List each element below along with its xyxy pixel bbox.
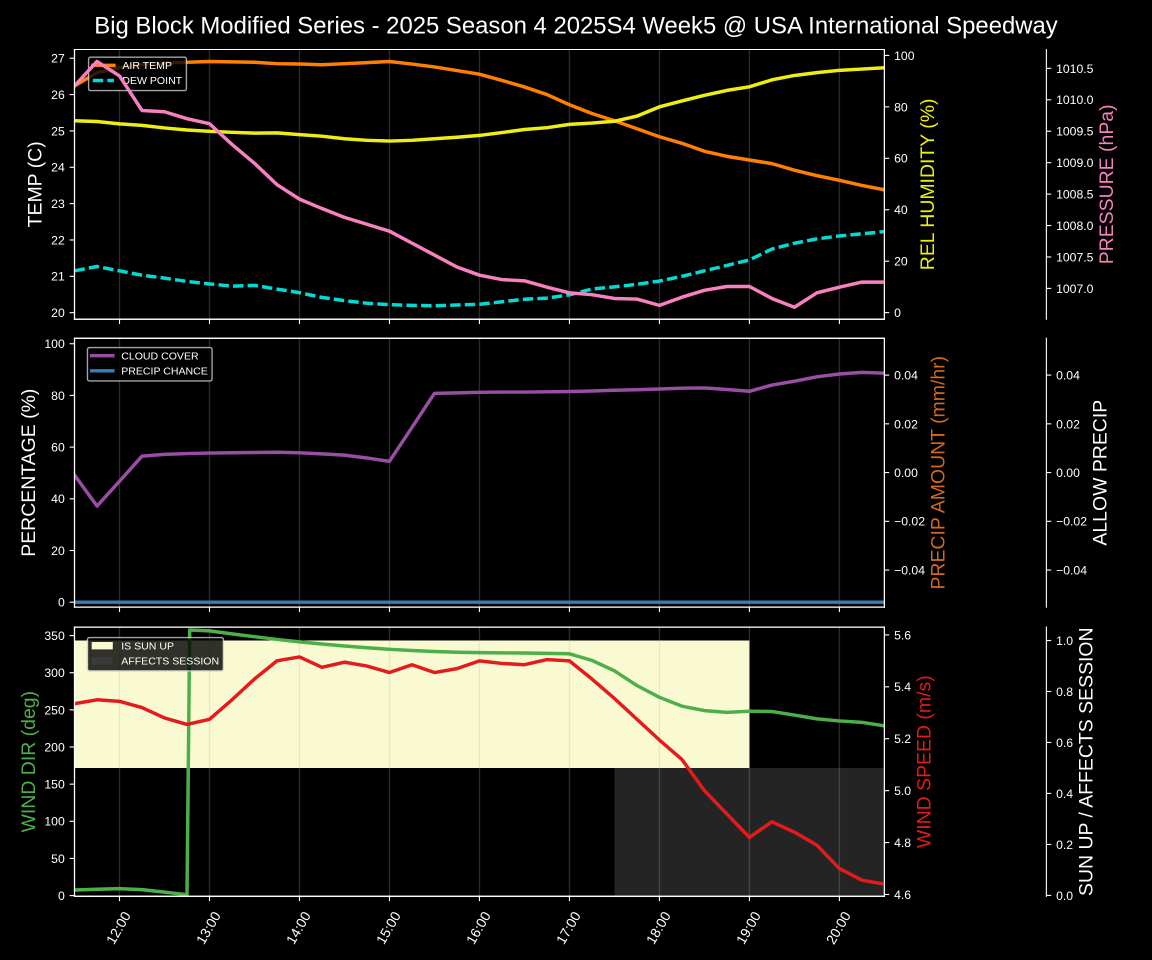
- svg-text:DEW POINT: DEW POINT: [122, 75, 182, 87]
- svg-text:SUN UP / AFFECTS SESSION: SUN UP / AFFECTS SESSION: [1076, 627, 1098, 896]
- svg-text:PRECIP AMOUNT (mm/hr): PRECIP AMOUNT (mm/hr): [928, 356, 950, 590]
- svg-text:PRESSURE (hPa): PRESSURE (hPa): [1096, 104, 1118, 264]
- svg-text:250: 250: [44, 703, 65, 717]
- svg-text:4.8: 4.8: [894, 836, 911, 850]
- svg-text:5.0: 5.0: [894, 784, 911, 798]
- svg-text:CLOUD COVER: CLOUD COVER: [121, 350, 199, 362]
- svg-text:0: 0: [58, 596, 65, 610]
- svg-text:PERCENTAGE (%): PERCENTAGE (%): [18, 389, 40, 557]
- svg-text:21: 21: [51, 270, 65, 284]
- svg-text:5.6: 5.6: [894, 628, 911, 642]
- svg-text:24: 24: [51, 161, 65, 175]
- svg-text:80: 80: [894, 100, 908, 114]
- svg-text:40: 40: [51, 492, 65, 506]
- svg-text:0.04: 0.04: [894, 369, 918, 383]
- svg-text:1010.0: 1010.0: [1056, 93, 1094, 107]
- svg-text:0.6: 0.6: [1056, 736, 1073, 750]
- svg-text:100: 100: [44, 815, 65, 829]
- svg-text:80: 80: [51, 389, 65, 403]
- svg-text:−0.04: −0.04: [894, 563, 925, 577]
- svg-text:AIR TEMP: AIR TEMP: [122, 60, 172, 72]
- svg-text:1007.5: 1007.5: [1056, 250, 1094, 264]
- svg-text:1.0: 1.0: [1056, 634, 1073, 648]
- svg-text:IS SUN UP: IS SUN UP: [121, 640, 174, 652]
- svg-text:0: 0: [58, 889, 65, 903]
- svg-text:0.02: 0.02: [894, 417, 918, 431]
- svg-text:−0.02: −0.02: [894, 515, 925, 529]
- svg-text:20: 20: [894, 255, 908, 269]
- svg-text:5.2: 5.2: [894, 732, 911, 746]
- svg-text:50: 50: [51, 852, 65, 866]
- svg-text:150: 150: [44, 778, 65, 792]
- svg-text:0.0: 0.0: [1056, 889, 1073, 903]
- svg-text:0.04: 0.04: [1056, 369, 1080, 383]
- svg-text:−0.02: −0.02: [1056, 515, 1087, 529]
- svg-text:300: 300: [44, 666, 65, 680]
- svg-text:26: 26: [51, 88, 65, 102]
- svg-text:27: 27: [51, 52, 65, 66]
- svg-text:0: 0: [894, 306, 901, 320]
- svg-text:0.00: 0.00: [894, 466, 918, 480]
- svg-text:WIND SPEED (m/s): WIND SPEED (m/s): [914, 675, 936, 848]
- svg-text:5.4: 5.4: [894, 680, 911, 694]
- svg-text:350: 350: [44, 629, 65, 643]
- svg-text:1007.0: 1007.0: [1056, 282, 1094, 296]
- svg-text:1008.5: 1008.5: [1056, 188, 1094, 202]
- svg-text:0.2: 0.2: [1056, 838, 1073, 852]
- svg-text:ALLOW PRECIP: ALLOW PRECIP: [1090, 400, 1112, 546]
- svg-text:100: 100: [894, 49, 915, 63]
- svg-text:AFFECTS SESSION: AFFECTS SESSION: [121, 656, 219, 668]
- svg-text:1009.0: 1009.0: [1056, 156, 1094, 170]
- svg-text:20: 20: [51, 306, 65, 320]
- svg-text:1008.0: 1008.0: [1056, 219, 1094, 233]
- svg-text:0.8: 0.8: [1056, 685, 1073, 699]
- svg-text:25: 25: [51, 124, 65, 138]
- svg-text:1010.5: 1010.5: [1056, 62, 1094, 76]
- svg-text:100: 100: [44, 337, 65, 351]
- svg-text:4.6: 4.6: [894, 888, 911, 902]
- svg-text:0.02: 0.02: [1056, 417, 1080, 431]
- svg-text:TEMP (C): TEMP (C): [25, 141, 47, 227]
- svg-text:PRECIP CHANCE: PRECIP CHANCE: [121, 366, 208, 378]
- svg-text:22: 22: [51, 233, 65, 247]
- svg-text:40: 40: [894, 203, 908, 217]
- svg-text:20: 20: [51, 544, 65, 558]
- svg-text:200: 200: [44, 740, 65, 754]
- svg-text:0.4: 0.4: [1056, 787, 1073, 801]
- svg-text:−0.04: −0.04: [1056, 563, 1087, 577]
- svg-text:Big Block Modified Series - 20: Big Block Modified Series - 2025 Season …: [94, 13, 1058, 40]
- svg-text:60: 60: [894, 152, 908, 166]
- svg-text:0.00: 0.00: [1056, 466, 1080, 480]
- svg-text:REL HUMIDITY (%): REL HUMIDITY (%): [917, 98, 939, 270]
- svg-text:60: 60: [51, 441, 65, 455]
- svg-text:WIND DIR (deg): WIND DIR (deg): [18, 691, 40, 832]
- svg-text:1009.5: 1009.5: [1056, 125, 1094, 139]
- svg-text:23: 23: [51, 197, 65, 211]
